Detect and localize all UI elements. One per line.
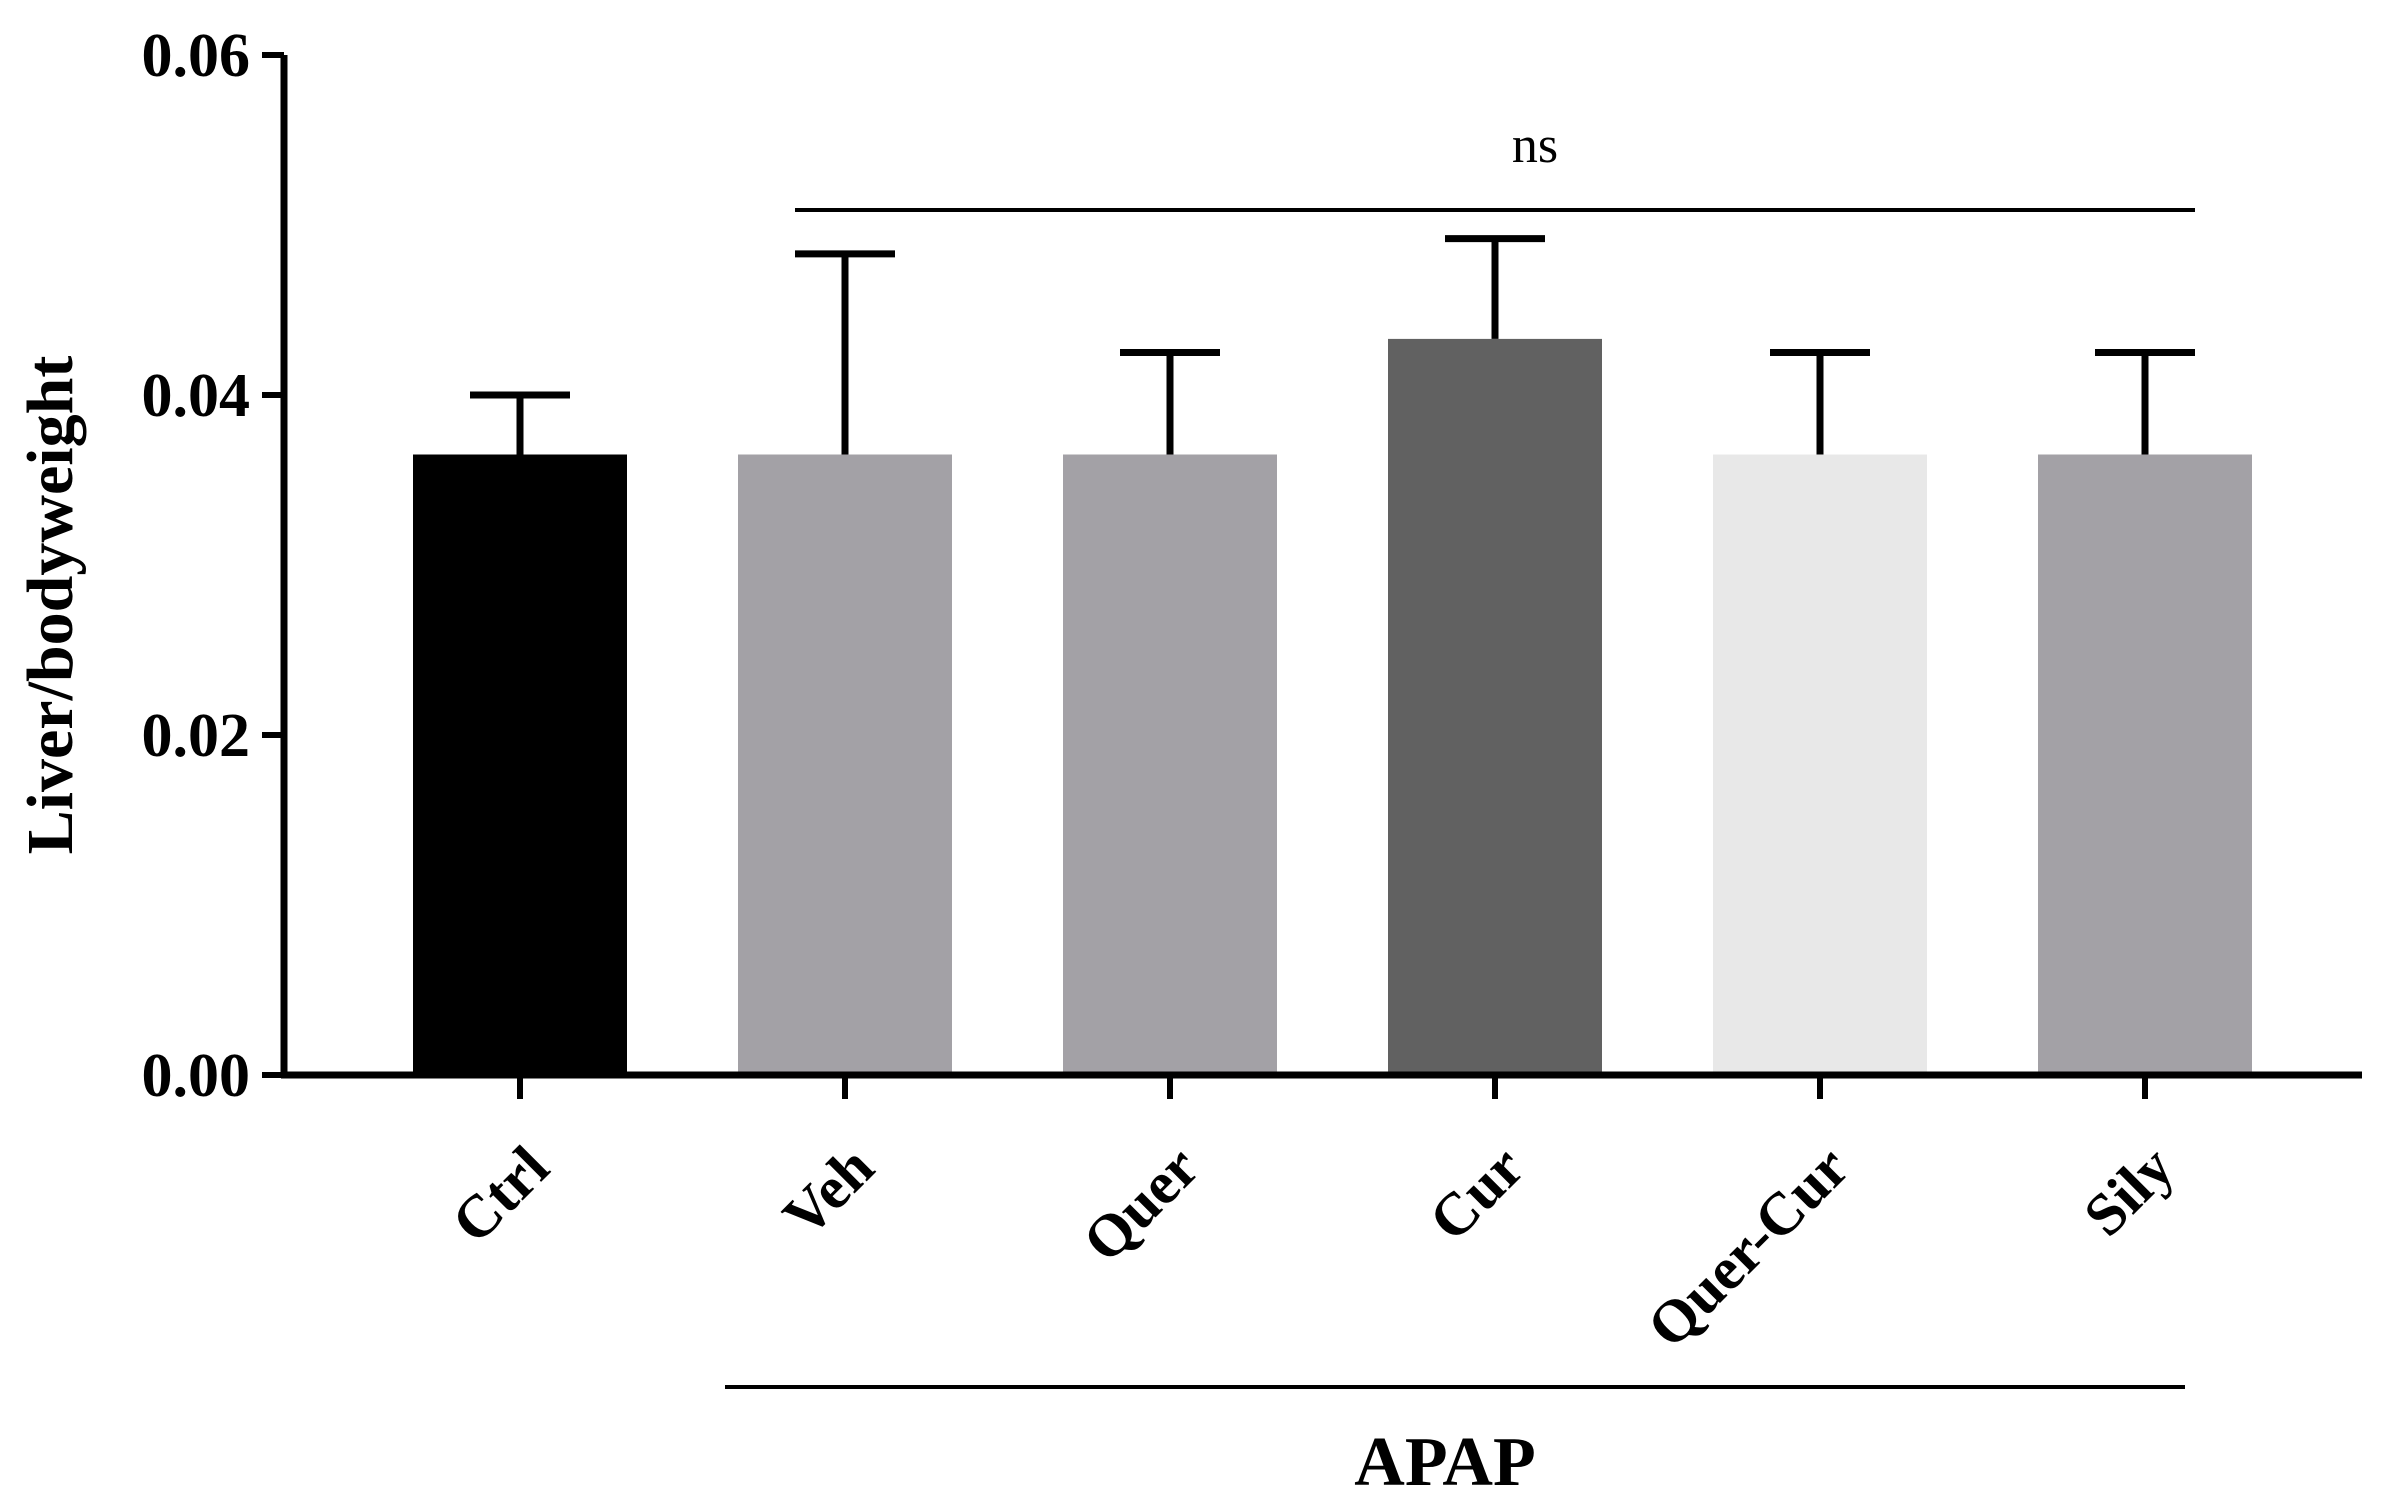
x-tick-label: Quer-Cur xyxy=(1635,1134,1862,1361)
y-ticks: 0.00 0.02 0.04 0.06 xyxy=(142,22,284,1110)
error-bar-quer-cur xyxy=(1770,349,1870,455)
y-tick-label: 0.04 xyxy=(142,362,251,430)
x-tick-label: Veh xyxy=(770,1134,886,1250)
error-bar-cur xyxy=(1445,235,1545,339)
x-tick-label: Ctrl xyxy=(439,1134,561,1256)
y-axis-label: Liver/bodyweight xyxy=(14,356,87,855)
bar-sily xyxy=(2038,454,2252,1075)
bars-layer xyxy=(413,338,2252,1075)
y-tick-label: 0.00 xyxy=(142,1042,251,1110)
group-label: APAP xyxy=(1354,1424,1535,1501)
error-bars-layer xyxy=(470,235,2195,455)
bar-veh xyxy=(738,454,952,1075)
y-tick-label: 0.02 xyxy=(142,702,251,770)
bar-cur xyxy=(1388,338,1602,1075)
significance-label: ns xyxy=(1512,117,1558,174)
x-tick-label: Quer xyxy=(1070,1134,1211,1275)
bar-ctrl xyxy=(413,454,627,1075)
error-bar-veh xyxy=(795,250,895,455)
error-bar-ctrl xyxy=(470,391,570,455)
x-tick-label: Cur xyxy=(1416,1134,1536,1254)
x-ticks: Ctrl Veh Quer Cur Quer-Cur Sily xyxy=(439,1075,2186,1360)
y-tick-label: 0.06 xyxy=(142,22,251,90)
x-tick-label: Sily xyxy=(2071,1134,2186,1249)
bar-quer-cur xyxy=(1713,454,1927,1075)
error-bar-sily xyxy=(2095,349,2195,455)
bar-quer xyxy=(1063,454,1277,1075)
error-bar-quer xyxy=(1120,349,1220,455)
